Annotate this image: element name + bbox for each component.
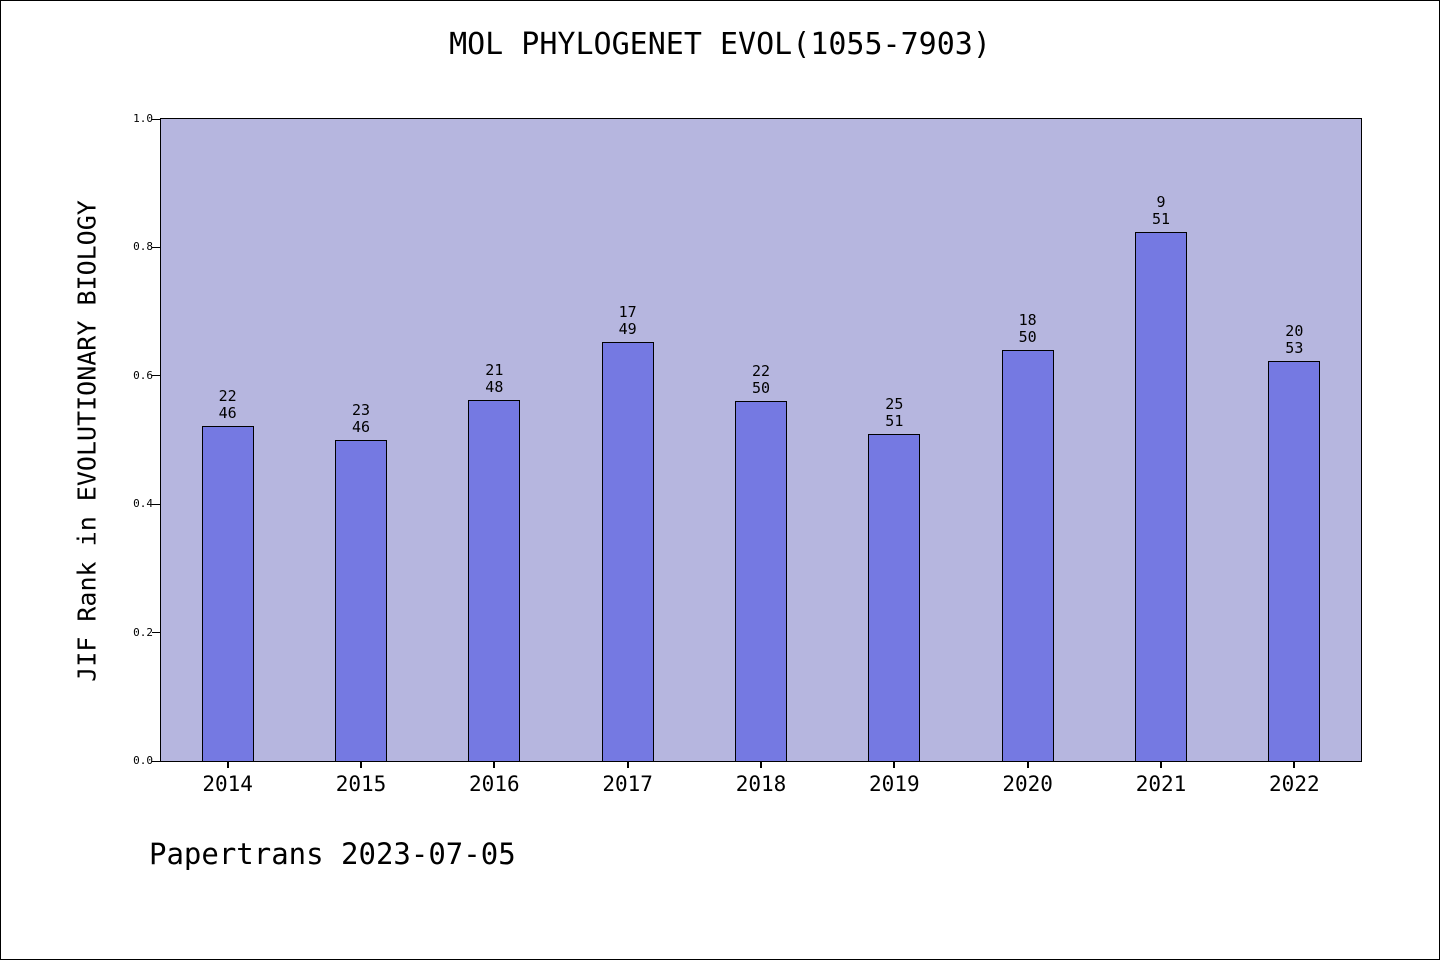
bar-total-value: 48 [485,378,504,396]
y-tick-label: 0.8 [133,240,153,254]
y-tick-mark [152,503,160,505]
bar-total-value: 49 [618,320,637,338]
bar-2016 [468,400,521,761]
bar-value-label: 18 50 [983,312,1073,346]
bar-value-label: 22 50 [716,363,806,397]
x-tick-mark [760,761,762,768]
bar-rank-value: 9 [1156,193,1166,211]
x-tick-label: 2021 [1135,772,1187,796]
y-tick-mark [152,118,160,120]
bar-2018 [735,401,787,761]
x-tick-label: 2020 [1002,772,1053,796]
bar-rank-value: 21 [485,361,504,379]
x-tick-mark [360,761,362,768]
bar-value-label: 9 51 [1116,194,1206,228]
y-tick-mark [152,632,160,634]
bar-2022 [1268,361,1321,761]
x-tick-label: 2014 [202,772,253,796]
bar-rank-value: 22 [218,387,237,405]
bar-total-value: 51 [885,412,904,430]
x-tick-label: 2018 [735,772,787,796]
y-tick-label: 0.4 [133,497,153,511]
y-tick-label: 1.0 [133,112,153,125]
bar-total-value: 53 [1285,339,1304,357]
y-tick-label: 0.6 [133,368,153,382]
y-tick-mark [152,760,160,762]
bar-value-label: 21 48 [449,362,539,396]
x-tick-mark [493,761,496,768]
bar-value-label: 22 46 [183,388,273,422]
y-tick-label: 0.2 [133,625,153,639]
x-tick-label: 2017 [602,772,653,796]
y-tick-mark [152,375,160,377]
x-tick-label: 2022 [1269,772,1320,796]
chart-title: MOL PHYLOGENET EVOL(1055-7903) [449,27,991,62]
x-tick-label: 2015 [335,772,387,796]
bar-rank-value: 17 [618,303,637,321]
bar-2020 [1001,350,1054,761]
x-tick-mark [893,761,896,768]
bar-value-label: 25 51 [849,396,939,430]
x-tick-mark [226,761,229,768]
bar-2015 [335,440,387,761]
bar-2021 [1135,232,1187,761]
x-tick-mark [626,761,629,768]
bar-2014 [201,426,254,761]
bar-value-label: 20 53 [1249,323,1339,357]
bar-total-value: 46 [218,404,237,422]
y-axis-label: JIF Rank in EVOLUTIONARY BIOLOGY [72,200,102,682]
y-tick-mark [152,246,160,248]
x-tick-mark [1293,761,1296,768]
bar-value-label: 17 49 [583,304,673,338]
watermark-footer: Papertrans 2023-07-05 [149,837,516,871]
bar-total-value: 50 [1018,328,1037,346]
bar-rank-value: 23 [351,401,371,419]
bar-total-value: 46 [351,418,371,436]
x-tick-mark [1160,761,1162,768]
x-tick-label: 2016 [469,772,520,796]
plot-area: 0.0 0.2 0.4 0.6 0.8 1.0 22 46 2014 23 46 2015 21 48 20… [133,112,1362,796]
y-tick-label: 0.0 [133,754,153,767]
bar-value-label: 23 46 [316,402,406,436]
bar-rank-value: 22 [751,362,771,380]
bar-2019 [868,434,921,761]
bar-2017 [601,342,654,761]
bar-total-value: 50 [751,379,771,397]
x-tick-mark [1026,761,1029,768]
bar-total-value: 51 [1151,210,1171,228]
x-tick-label: 2019 [869,772,920,796]
bar-rank-value: 18 [1018,311,1037,329]
bar-rank-value: 20 [1285,322,1304,340]
bar-rank-value: 25 [885,395,904,413]
